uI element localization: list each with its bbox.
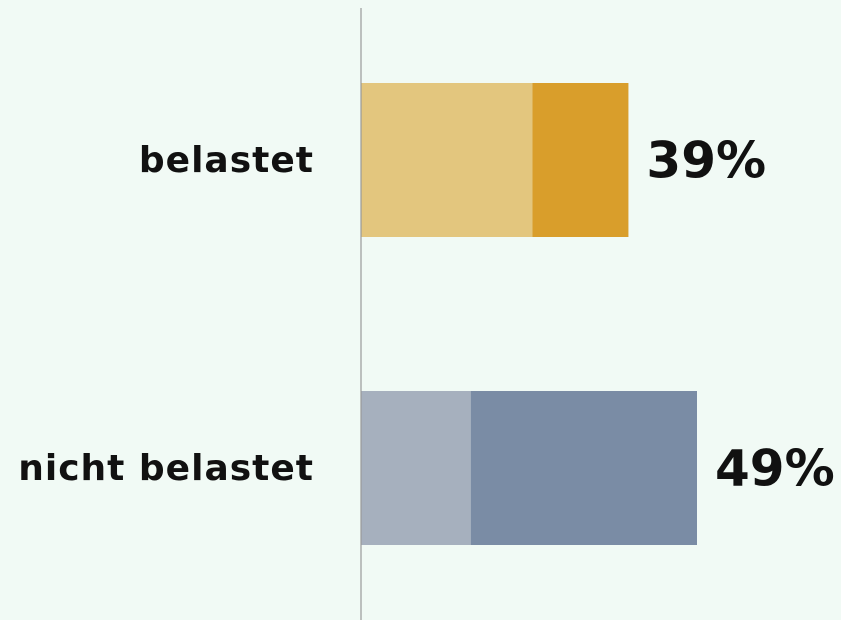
bar-segment (532, 83, 629, 237)
category-label: nicht belastet (18, 448, 314, 489)
bar-segment (470, 391, 697, 545)
bar-segment (361, 391, 471, 545)
total-label: 39% (646, 132, 766, 190)
bar-segment (361, 83, 533, 237)
category-label: belastet (139, 140, 314, 181)
total-label: 49% (715, 440, 835, 498)
